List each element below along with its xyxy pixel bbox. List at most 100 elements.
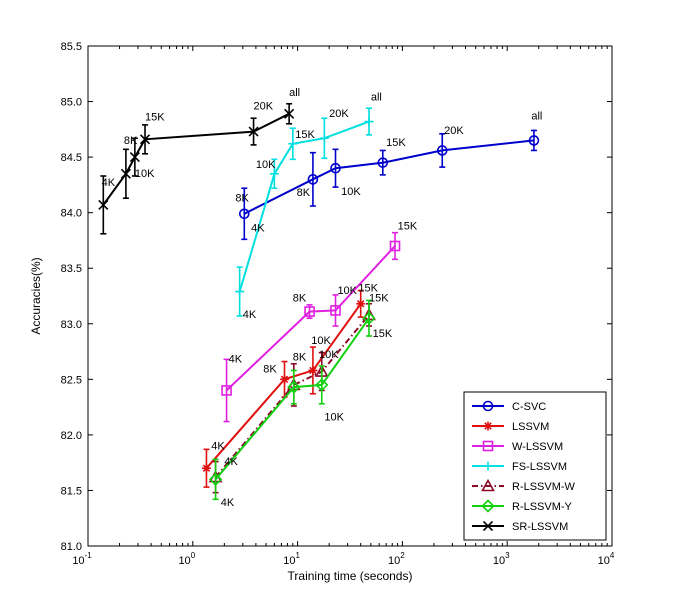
annotation-label: 4K — [221, 497, 235, 509]
annotation-label: all — [531, 110, 542, 122]
star-marker-d2 — [356, 300, 365, 308]
annotation-label: 15K — [358, 283, 378, 295]
square-marker — [389, 240, 401, 252]
legend-entry-c-svc: C-SVC — [472, 400, 546, 413]
legend-entry-w-lssvm: W-LSSVM — [472, 440, 563, 453]
circle-marker — [238, 208, 250, 220]
annotation-label: 8K — [297, 187, 311, 199]
annotation-label: 20K — [254, 100, 274, 112]
x-marker-b — [139, 134, 151, 145]
annotation-label: 10K — [337, 285, 357, 297]
square-marker — [330, 305, 341, 316]
x-axis-title: Training time (seconds) — [288, 569, 413, 583]
legend[interactable]: C-SVC LSSVM W-LSSVM FS-LSSVM R-LSSVM-W R-LSSV… — [463, 391, 607, 541]
series-sr-lssvm — [98, 102, 295, 235]
series-line — [214, 314, 370, 478]
star-marker-d2 — [484, 422, 492, 430]
circle-marker — [528, 135, 540, 146]
x-marker-b — [248, 126, 259, 137]
data-series — [98, 102, 540, 501]
annotation-label: 20K — [444, 125, 464, 137]
annotation-label: 4K — [224, 456, 238, 468]
diamond-marker — [287, 380, 301, 394]
legend-label: C-SVC — [512, 401, 546, 413]
legend-label: FS-LSSVM — [512, 461, 567, 473]
star-marker-d2 — [202, 464, 211, 472]
series-c-svc — [238, 129, 540, 241]
circle-marker — [482, 400, 494, 412]
series-line — [225, 245, 396, 392]
series-line — [214, 317, 370, 480]
y-axis-title: Accuracies(%) — [29, 257, 43, 334]
annotation-label: 15K — [145, 111, 165, 123]
diamond-marker — [481, 499, 495, 513]
x-marker-b — [120, 168, 131, 179]
series-w-lssvm — [221, 231, 401, 423]
x-tick-label: 10-1 — [72, 551, 92, 567]
y-tick-label: 83.5 — [61, 263, 82, 275]
annotation-label: 15K — [369, 293, 389, 305]
annotation-label: 15K — [373, 328, 393, 340]
star-marker-d2 — [280, 375, 289, 384]
legend-label: W-LSSVM — [512, 441, 563, 453]
square-marker — [482, 440, 494, 452]
x-tick-label: 100 — [178, 551, 195, 567]
circle-marker — [330, 162, 341, 174]
x-tick-label: 101 — [283, 551, 300, 567]
annotation-label: 8K — [124, 135, 138, 147]
x-tick-label: 104 — [598, 551, 615, 567]
annotation-label: 15K — [386, 137, 406, 149]
annotation-label: 8K — [235, 193, 249, 205]
annotation-label: 8K — [293, 351, 307, 363]
x-marker-b — [284, 108, 295, 119]
legend-label: R-LSSVM-Y — [512, 501, 573, 513]
circle-marker — [436, 145, 448, 156]
y-tick-label: 82.0 — [61, 430, 82, 442]
circle-marker — [307, 174, 319, 185]
annotation-label: 8K — [293, 293, 307, 305]
diamond-marker — [315, 378, 329, 392]
annotation-label: all — [371, 91, 382, 103]
series-line — [205, 303, 362, 469]
annotation-label: 8K — [263, 364, 277, 376]
annotation-label: 20K — [329, 108, 349, 120]
star-marker-d2 — [309, 366, 317, 375]
annotation-label: 10K — [135, 168, 155, 180]
series-fs-lssvm — [235, 107, 374, 317]
diamond-marker — [362, 311, 376, 325]
legend-label: R-LSSVM-W — [512, 481, 576, 493]
series-r-lssvm-y — [208, 299, 376, 501]
annotation-label: 10K — [341, 186, 361, 198]
y-tick-label: 83.0 — [61, 319, 82, 331]
triangle-marker — [481, 478, 495, 492]
annotation-label: 4K — [251, 223, 265, 235]
x-tick-label: 102 — [388, 551, 405, 567]
legend-entry-r-lssvm-w: R-LSSVM-W — [472, 478, 576, 493]
series-line — [243, 139, 535, 215]
legend-entry-fs-lssvm: FS-LSSVM — [472, 461, 567, 473]
diamond-marker — [208, 472, 223, 486]
annotation-label: 4K — [243, 309, 257, 321]
y-tick-label: 84.0 — [61, 208, 82, 220]
circle-marker — [377, 157, 389, 168]
axes: 10-1 100 101 102 103 104 81.0 81.5 82.0 82.5 83.0 8… — [61, 41, 615, 567]
legend-entry-r-lssvm-y: R-LSSVM-Y — [472, 499, 573, 513]
square-marker — [304, 306, 315, 317]
x-marker-b — [129, 152, 140, 163]
square-marker — [221, 385, 232, 396]
y-tick-label: 85.0 — [61, 97, 82, 109]
annotation-label: 10K — [311, 335, 331, 347]
y-tick-label: 84.5 — [61, 152, 82, 164]
annotation-label: 4K — [211, 440, 225, 452]
annotation-label: 15K — [398, 220, 418, 232]
x-tick-label: 103 — [493, 551, 510, 567]
legend-entry-sr-lssvm: SR-LSSVM — [472, 520, 568, 533]
series-line — [102, 112, 290, 206]
y-tick-label: 81.5 — [61, 485, 82, 497]
annotation-label: 4K — [102, 177, 116, 189]
point-annotations: all20K15K8K10K4Kall20K15K10K8K4Kall20K15… — [102, 87, 543, 509]
legend-entry-lssvm: LSSVM — [472, 421, 549, 433]
x-marker-b — [482, 520, 494, 532]
annotation-label: all — [289, 87, 300, 99]
